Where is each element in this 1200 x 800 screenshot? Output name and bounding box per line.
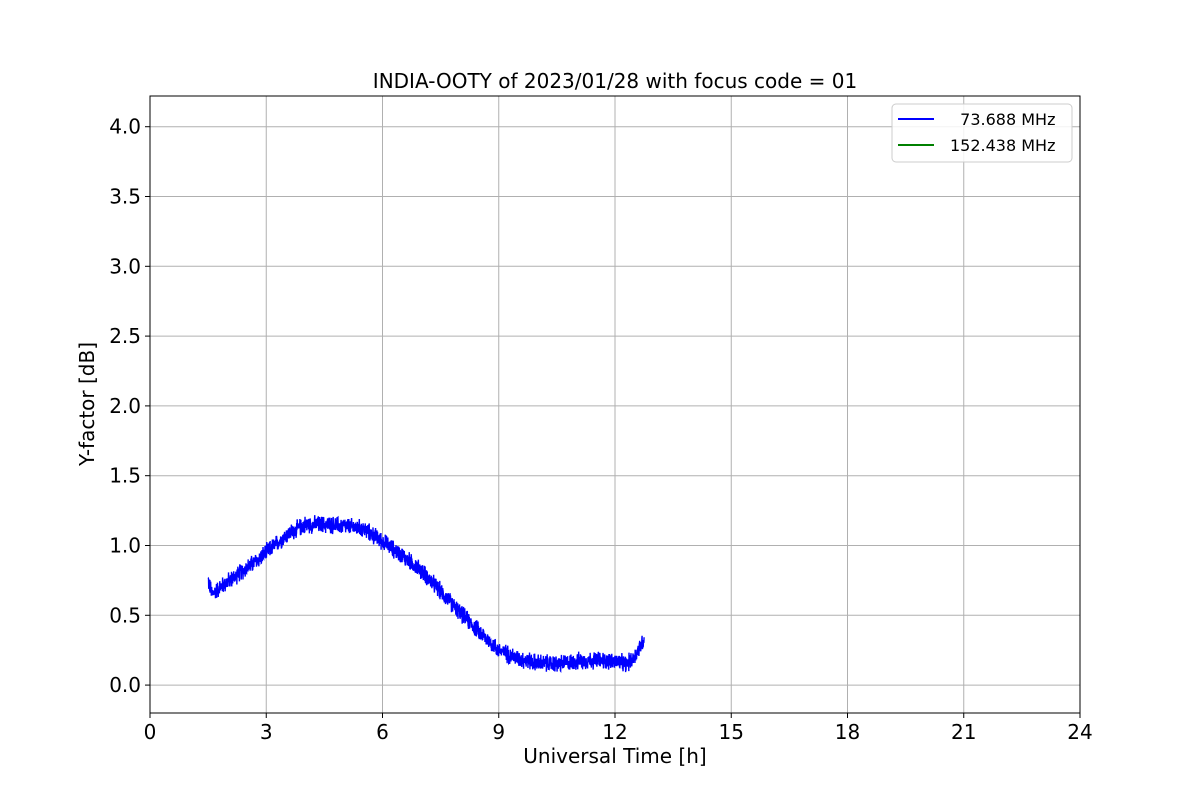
x-tick-label: 6 bbox=[376, 720, 389, 744]
x-tick-label: 0 bbox=[144, 720, 157, 744]
x-tick-label: 24 bbox=[1067, 720, 1092, 744]
ticks: 0 3 6 9 12 15 18 21 24 0.0 0.5 1.0 1.5 2.0 2.5 3.0 3.5 4.… bbox=[109, 115, 1093, 744]
y-tick-label: 0.0 bbox=[109, 673, 141, 697]
y-axis-label: Y-factor [dB] bbox=[75, 342, 99, 467]
chart-title: INDIA-OOTY of 2023/01/28 with focus code… bbox=[373, 69, 857, 93]
x-tick-label: 18 bbox=[835, 720, 860, 744]
legend: 73.688 MHz 152.438 MHz bbox=[891, 103, 1073, 163]
y-tick-label: 3.5 bbox=[109, 185, 141, 209]
x-tick-label: 12 bbox=[602, 720, 627, 744]
y-tick-label: 1.0 bbox=[109, 533, 141, 557]
x-axis-label: Universal Time [h] bbox=[523, 744, 706, 768]
legend-label-152mhz: 152.438 MHz bbox=[950, 136, 1055, 155]
y-tick-label: 1.5 bbox=[109, 464, 141, 488]
y-tick-label: 2.5 bbox=[109, 324, 141, 348]
legend-box bbox=[891, 103, 1073, 163]
series-layer bbox=[207, 515, 645, 673]
x-tick-label: 9 bbox=[492, 720, 505, 744]
x-tick-label: 3 bbox=[260, 720, 273, 744]
y-tick-label: 2.0 bbox=[109, 394, 141, 418]
x-tick-label: 15 bbox=[719, 720, 744, 744]
x-tick-label: 21 bbox=[951, 720, 976, 744]
y-tick-label: 0.5 bbox=[109, 603, 141, 627]
series-line-0 bbox=[207, 515, 645, 673]
y-tick-label: 3.0 bbox=[109, 254, 141, 278]
legend-label-73mhz: 73.688 MHz bbox=[950, 110, 1055, 129]
y-tick-label: 4.0 bbox=[109, 115, 141, 139]
